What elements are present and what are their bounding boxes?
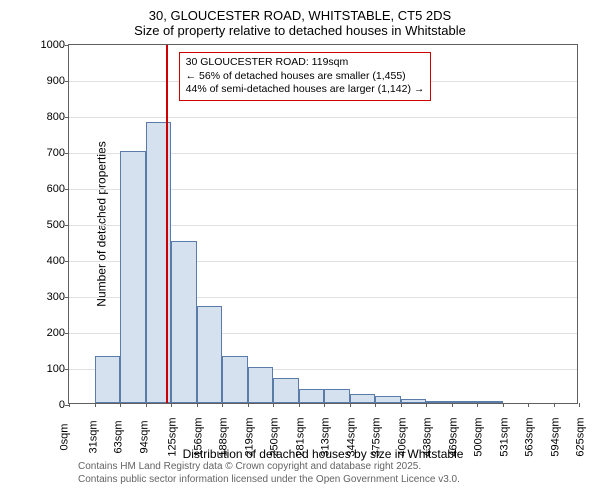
ytick-mark: [65, 45, 69, 46]
xtick-mark: [146, 403, 147, 407]
xtick-label: 281sqm: [294, 417, 306, 456]
xtick-label: 531sqm: [498, 417, 510, 456]
footer-line: Contains HM Land Registry data © Crown c…: [78, 460, 460, 473]
reference-line: [166, 45, 168, 403]
xtick-label: 594sqm: [549, 417, 561, 456]
histogram-bar: [197, 306, 223, 403]
xtick-label: 344sqm: [345, 417, 357, 456]
xtick-mark: [273, 403, 274, 407]
ytick-mark: [65, 225, 69, 226]
xtick-mark: [579, 403, 580, 407]
xtick-label: 250sqm: [269, 417, 281, 456]
ytick-label: 900: [35, 75, 65, 87]
histogram-bar: [426, 401, 452, 403]
y-axis-label: Number of detached properties: [95, 141, 109, 306]
ytick-label: 1000: [35, 39, 65, 51]
annotation-line: 44% of semi-detached houses are larger (…: [186, 83, 425, 97]
ytick-label: 100: [35, 363, 65, 375]
xtick-label: 406sqm: [396, 417, 408, 456]
ytick-mark: [65, 153, 69, 154]
ytick-label: 700: [35, 147, 65, 159]
histogram-bar: [350, 394, 376, 403]
histogram-bar: [401, 399, 427, 403]
xtick-mark: [426, 403, 427, 407]
ytick-label: 500: [35, 219, 65, 231]
ytick-mark: [65, 297, 69, 298]
footer-attribution: Contains HM Land Registry data © Crown c…: [78, 460, 460, 486]
ytick-label: 200: [35, 327, 65, 339]
xtick-mark: [503, 403, 504, 407]
histogram-bar: [171, 241, 197, 403]
chart-title: 30, GLOUCESTER ROAD, WHITSTABLE, CT5 2DS: [10, 8, 590, 23]
histogram-bar: [299, 389, 325, 403]
xtick-label: 219sqm: [243, 417, 255, 456]
xtick-label: 500sqm: [473, 417, 485, 456]
xtick-label: 125sqm: [167, 417, 179, 456]
histogram-bar: [95, 356, 121, 403]
xtick-label: 0sqm: [58, 424, 70, 451]
xtick-mark: [69, 403, 70, 407]
ytick-mark: [65, 117, 69, 118]
xtick-label: 469sqm: [447, 417, 459, 456]
ytick-mark: [65, 261, 69, 262]
histogram-bar: [120, 151, 146, 403]
xtick-label: 188sqm: [218, 417, 230, 456]
gridline: [69, 117, 577, 118]
xtick-label: 63sqm: [113, 420, 125, 453]
ytick-label: 800: [35, 111, 65, 123]
xtick-mark: [401, 403, 402, 407]
xtick-mark: [324, 403, 325, 407]
xtick-mark: [477, 403, 478, 407]
plot-area: Number of detached properties Distributi…: [68, 44, 578, 404]
xtick-mark: [299, 403, 300, 407]
annotation-box: 30 GLOUCESTER ROAD: 119sqm← 56% of detac…: [179, 52, 432, 101]
ytick-mark: [65, 333, 69, 334]
footer-line: Contains public sector information licen…: [78, 473, 460, 486]
histogram-bar: [222, 356, 248, 403]
xtick-label: 313sqm: [320, 417, 332, 456]
ytick-label: 600: [35, 183, 65, 195]
ytick-label: 400: [35, 255, 65, 267]
xtick-mark: [120, 403, 121, 407]
xtick-mark: [350, 403, 351, 407]
xtick-label: 625sqm: [575, 417, 587, 456]
xtick-mark: [95, 403, 96, 407]
histogram-bar: [375, 396, 401, 403]
xtick-label: 156sqm: [192, 417, 204, 456]
ytick-mark: [65, 81, 69, 82]
xtick-mark: [197, 403, 198, 407]
xtick-label: 563sqm: [524, 417, 536, 456]
xtick-mark: [375, 403, 376, 407]
xtick-mark: [452, 403, 453, 407]
xtick-label: 375sqm: [371, 417, 383, 456]
xtick-label: 31sqm: [87, 420, 99, 453]
xtick-mark: [248, 403, 249, 407]
histogram-bar: [324, 389, 350, 403]
xtick-mark: [171, 403, 172, 407]
histogram-bar: [452, 401, 478, 403]
annotation-line: 30 GLOUCESTER ROAD: 119sqm: [186, 56, 425, 70]
ytick-mark: [65, 369, 69, 370]
chart-subtitle: Size of property relative to detached ho…: [10, 23, 590, 38]
histogram-bar: [477, 401, 503, 403]
xtick-mark: [554, 403, 555, 407]
annotation-line: ← 56% of detached houses are smaller (1,…: [186, 70, 425, 84]
ytick-label: 0: [35, 399, 65, 411]
histogram-bar: [248, 367, 274, 403]
ytick-label: 300: [35, 291, 65, 303]
xtick-mark: [222, 403, 223, 407]
xtick-label: 438sqm: [422, 417, 434, 456]
xtick-label: 94sqm: [138, 420, 150, 453]
chart-container: 30, GLOUCESTER ROAD, WHITSTABLE, CT5 2DS…: [10, 8, 590, 488]
histogram-bar: [273, 378, 299, 403]
xtick-mark: [528, 403, 529, 407]
ytick-mark: [65, 189, 69, 190]
